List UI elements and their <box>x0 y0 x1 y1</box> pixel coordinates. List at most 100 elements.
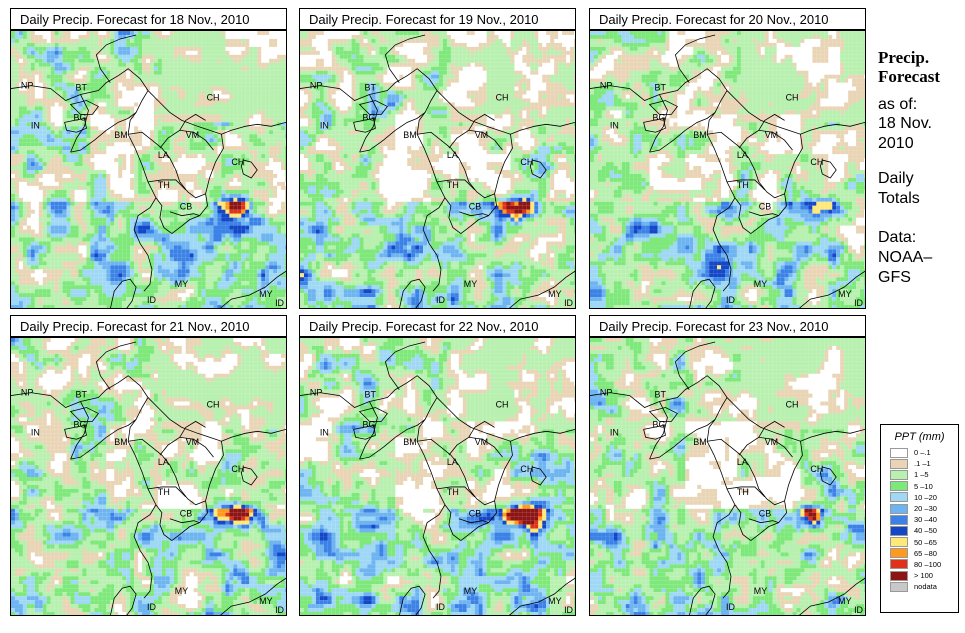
boundary-line <box>110 278 137 308</box>
boundary-line <box>758 113 785 131</box>
boundary-line <box>648 407 678 422</box>
country-label: LA <box>158 150 169 160</box>
boundary-line <box>643 117 666 133</box>
boundary-line <box>395 112 426 131</box>
boundary-line <box>444 504 462 541</box>
boundary-line <box>689 585 716 615</box>
legend-label: 80 –100 <box>914 560 941 569</box>
country-label: MY <box>548 289 561 299</box>
country-label: MY <box>464 586 477 596</box>
boundary-line <box>384 34 426 83</box>
precip-field <box>300 31 575 308</box>
country-label: BT <box>76 390 88 400</box>
boundary-line <box>468 113 495 131</box>
boundary-line <box>726 486 766 498</box>
legend-label: 5 –10 <box>914 482 933 491</box>
boundary-line <box>738 436 793 458</box>
boundary-line <box>707 131 785 199</box>
country-label: IN <box>320 120 329 130</box>
panel-title: Daily Precip. Forecast for 22 Nov., 2010 <box>299 315 576 337</box>
legend-swatch <box>890 559 908 570</box>
country-label: TH <box>737 487 749 497</box>
boundary-line <box>448 129 503 151</box>
boundary-line <box>358 100 388 115</box>
precip-map: NP BT BG IN BM CH VM LA TH CB CH MY MY ID ID <box>10 30 287 309</box>
precip-field <box>11 338 286 615</box>
boundary-line <box>529 159 547 179</box>
country-label: BT <box>76 83 88 93</box>
boundary-line <box>64 117 87 133</box>
boundary-line <box>110 585 137 615</box>
legend-row: nodata <box>881 581 958 592</box>
precip-legend: PPT (mm) 0 –.1 .1 –1 1 –5 5 –10 10 –20 20 –30… <box>880 424 959 613</box>
legend-swatch <box>890 548 908 559</box>
legend-swatch <box>890 514 908 525</box>
coastlines <box>300 34 575 308</box>
legend-row: 10 –20 <box>881 492 958 503</box>
country-label: BG <box>653 419 666 429</box>
country-label: BG <box>363 112 376 122</box>
boundary-line <box>734 197 752 234</box>
boundary-line <box>70 129 107 153</box>
legend-swatch <box>890 458 908 469</box>
boundary-line <box>444 197 462 234</box>
precip-field <box>590 338 865 615</box>
legend-swatch <box>890 525 908 536</box>
country-label: MY <box>464 279 477 289</box>
country-label: CB <box>180 509 192 519</box>
precip-field <box>11 31 286 308</box>
boundary-line <box>436 486 476 498</box>
boundary-line <box>64 424 87 440</box>
country-label: BM <box>114 130 127 140</box>
boundary-line <box>748 518 779 524</box>
boundary-line <box>468 420 495 438</box>
legend-row: > 100 <box>881 570 958 581</box>
boundary-line <box>819 466 837 486</box>
boundary-line <box>106 419 137 438</box>
boundary-line <box>685 419 716 438</box>
country-label: CH <box>810 464 823 474</box>
precip-field <box>590 31 865 308</box>
country-label: CH <box>786 399 799 409</box>
country-label: CH <box>496 92 509 102</box>
legend-label: 0 –.1 <box>914 448 931 457</box>
boundary-line <box>155 197 173 234</box>
country-label: BT <box>365 83 377 93</box>
legend-label: > 100 <box>914 571 933 580</box>
boundary-line <box>359 401 378 460</box>
country-label: BM <box>693 437 706 447</box>
country-label: BM <box>403 130 416 140</box>
country-label: MY <box>259 289 272 299</box>
boundary-line <box>649 401 668 460</box>
legend-row: 80 –100 <box>881 559 958 570</box>
boundary-line <box>738 129 793 151</box>
country-label: MY <box>175 586 188 596</box>
country-label: MY <box>838 596 851 606</box>
sidebar-data-line2: NOAA– <box>878 248 932 268</box>
country-label: TH <box>737 180 749 190</box>
boundary-line <box>460 441 513 541</box>
boundary-line <box>726 179 766 191</box>
boundary-line <box>458 211 489 217</box>
boundary-line <box>726 397 865 442</box>
country-label: BM <box>403 437 416 447</box>
country-label: VM <box>186 437 199 447</box>
legend-label: 50 –65 <box>914 538 937 547</box>
boundary-line <box>11 68 157 292</box>
precip-map: NP BT BG IN BM CH VM LA TH CB CH MY MY ID ID <box>589 30 866 309</box>
boundary-line <box>70 401 89 460</box>
country-label: ID <box>854 298 863 308</box>
legend-row: 0 –.1 <box>881 447 958 458</box>
boundary-line <box>590 68 736 292</box>
panel-title: Daily Precip. Forecast for 23 Nov., 2010 <box>589 315 866 337</box>
boundary-line <box>685 112 716 131</box>
precip-map: NP BT BG IN BM CH VM LA TH CB CH MY MY ID ID <box>299 337 576 616</box>
country-label: VM <box>186 130 199 140</box>
boundary-line <box>674 341 716 390</box>
boundary-line <box>128 131 206 199</box>
